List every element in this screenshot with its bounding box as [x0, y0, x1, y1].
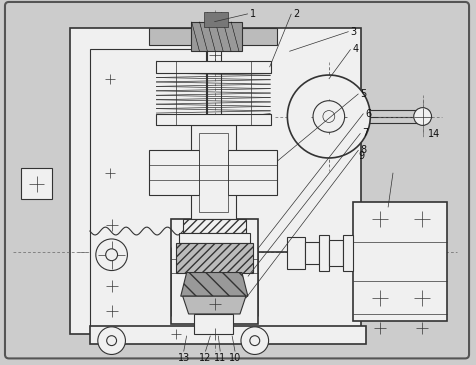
Bar	[70, 28, 361, 334]
Circle shape	[250, 336, 260, 346]
Text: 12: 12	[199, 353, 212, 364]
Bar	[190, 22, 242, 51]
Circle shape	[96, 239, 128, 270]
Bar	[176, 61, 251, 126]
Polygon shape	[181, 273, 248, 296]
Circle shape	[414, 108, 432, 126]
Text: 3: 3	[350, 27, 357, 36]
Text: 6: 6	[366, 108, 371, 119]
Bar	[156, 114, 270, 126]
Text: 4: 4	[353, 45, 358, 54]
Bar	[288, 237, 305, 269]
Circle shape	[98, 327, 126, 354]
Bar	[305, 242, 319, 264]
Text: 1: 1	[250, 9, 256, 19]
Text: 11: 11	[214, 353, 227, 364]
Bar	[21, 168, 52, 199]
Circle shape	[323, 111, 335, 122]
Bar	[190, 126, 236, 219]
Bar	[171, 219, 258, 324]
Bar	[198, 133, 228, 212]
Text: 9: 9	[358, 151, 365, 161]
Bar	[183, 219, 246, 233]
Text: 10: 10	[229, 353, 241, 364]
Circle shape	[106, 249, 118, 261]
Circle shape	[241, 327, 268, 354]
Bar	[179, 233, 250, 243]
Bar	[194, 314, 233, 334]
Circle shape	[107, 336, 117, 346]
Bar	[90, 326, 367, 343]
Bar	[353, 203, 447, 321]
Bar	[149, 150, 278, 195]
Circle shape	[288, 75, 370, 158]
Text: 8: 8	[360, 145, 367, 155]
Bar	[319, 235, 329, 270]
Bar	[329, 240, 343, 266]
Bar	[149, 28, 278, 45]
Circle shape	[313, 101, 345, 132]
Text: 5: 5	[360, 89, 367, 99]
Text: 14: 14	[427, 129, 440, 139]
Bar	[183, 219, 246, 233]
Text: 7: 7	[362, 128, 368, 138]
Polygon shape	[183, 296, 246, 314]
Bar	[156, 61, 270, 73]
Bar	[90, 49, 207, 334]
Text: 2: 2	[293, 9, 299, 19]
Bar	[204, 12, 228, 27]
Bar	[343, 235, 353, 270]
FancyBboxPatch shape	[5, 2, 469, 358]
Text: 13: 13	[178, 353, 190, 364]
Bar	[176, 243, 253, 273]
